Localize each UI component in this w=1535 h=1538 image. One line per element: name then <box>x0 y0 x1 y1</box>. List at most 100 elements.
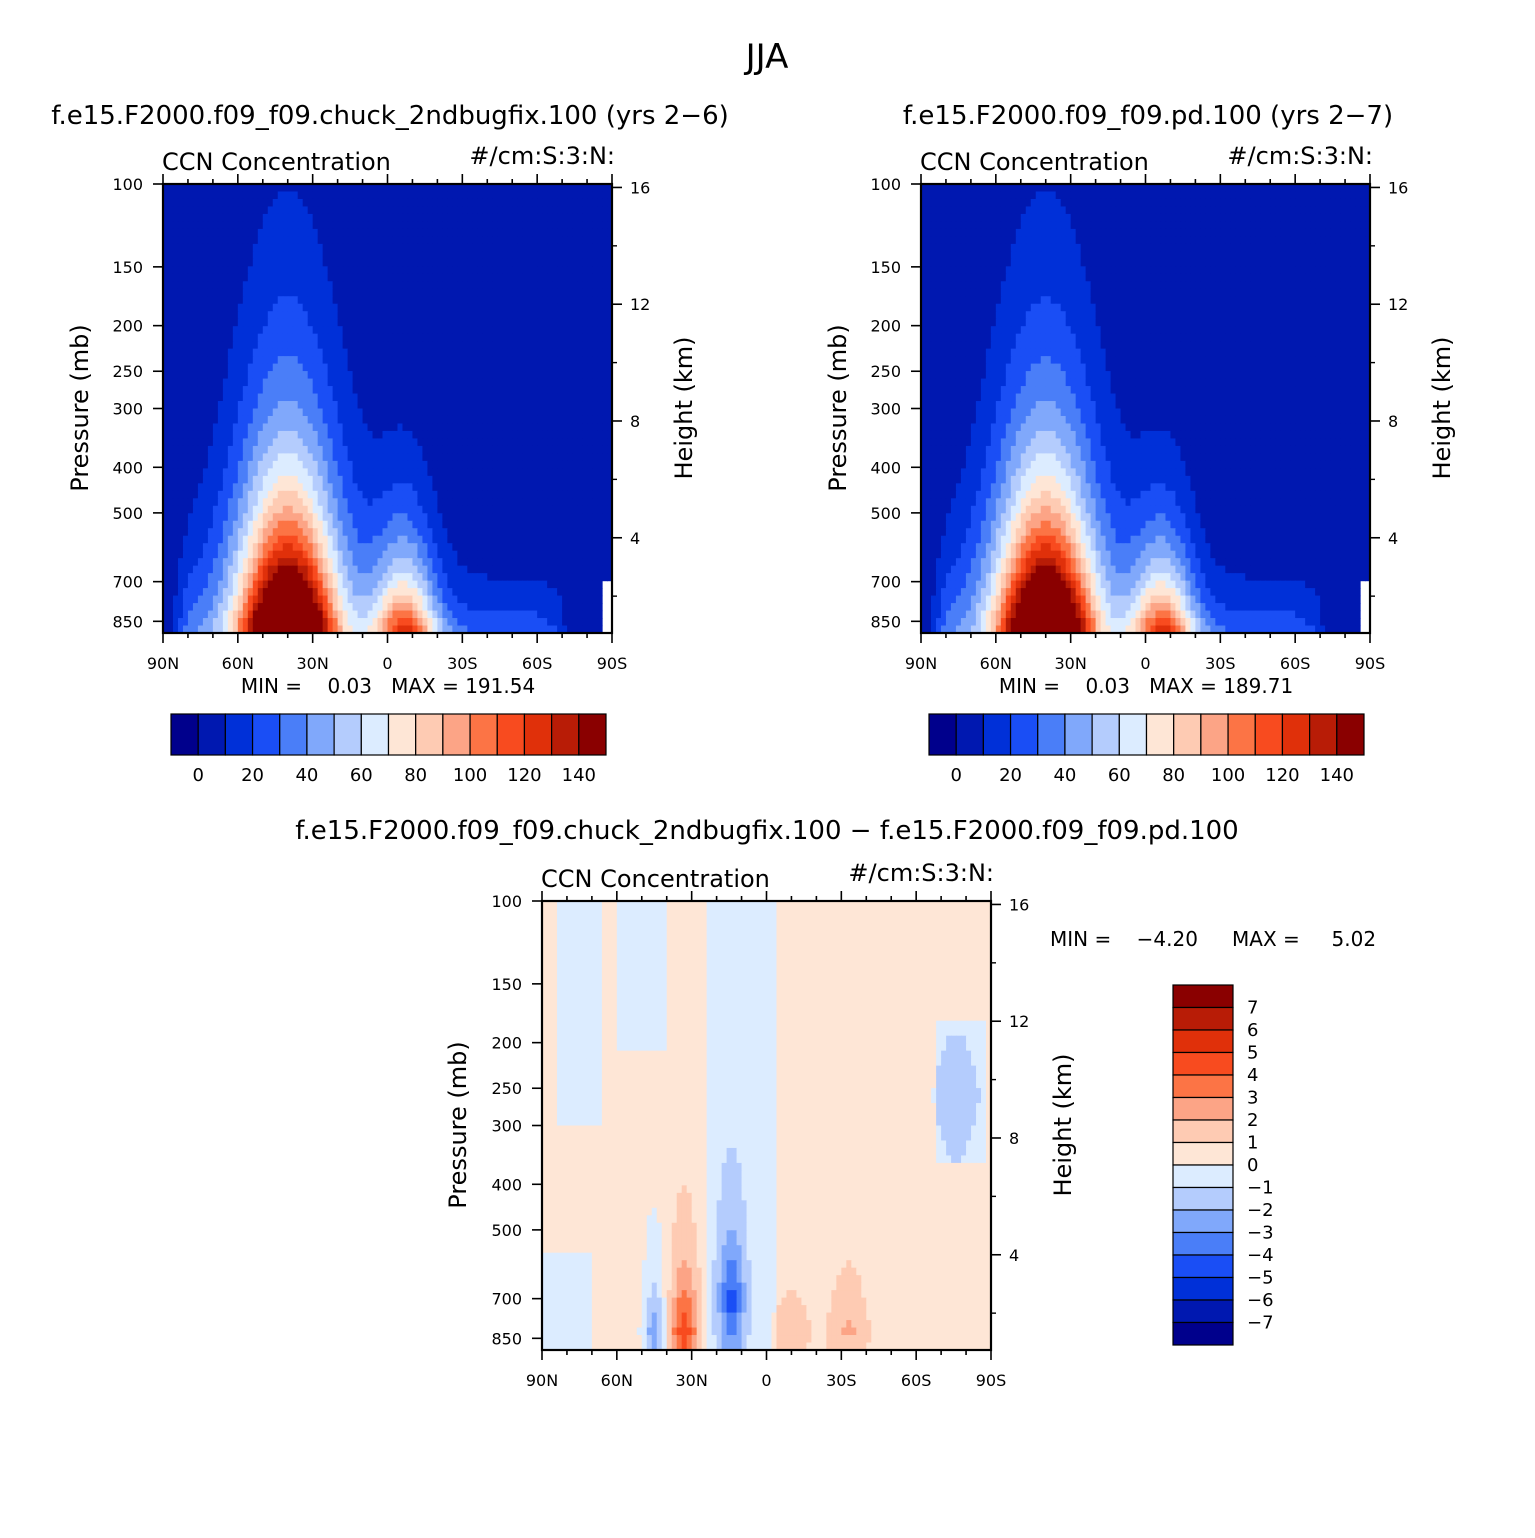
field-cell <box>268 379 274 387</box>
field-cell <box>273 498 279 506</box>
field-cell <box>597 386 603 394</box>
field-cell <box>168 386 174 394</box>
field-cell <box>547 521 553 529</box>
field-cell <box>417 206 423 214</box>
field-cell <box>338 476 344 484</box>
field-cell <box>223 266 229 274</box>
field-cell <box>502 266 508 274</box>
field-cell <box>522 581 528 589</box>
field-cell <box>452 573 458 581</box>
field-cell <box>168 214 174 222</box>
field-cell <box>482 536 488 544</box>
field-cell <box>298 251 304 259</box>
field-cell <box>402 438 408 446</box>
field-cell <box>502 401 508 409</box>
field-cell <box>253 551 259 559</box>
field-cell <box>577 588 583 596</box>
super-title: JJA <box>744 37 789 77</box>
field-cell <box>552 483 558 491</box>
field-cell <box>522 528 528 536</box>
field-cell <box>173 386 179 394</box>
field-cell <box>547 461 553 469</box>
field-cell <box>208 588 214 596</box>
field-cell <box>318 498 324 506</box>
field-cell <box>168 423 174 431</box>
field-cell <box>427 379 433 387</box>
field-cell <box>348 199 354 207</box>
field-cell <box>178 289 184 297</box>
field-cell <box>273 401 279 409</box>
field-cell <box>427 551 433 559</box>
field-cell <box>303 423 309 431</box>
field-cell <box>318 536 324 544</box>
field-cell <box>552 184 558 192</box>
field-cell <box>353 319 359 327</box>
field-cell <box>233 244 239 252</box>
field-cell <box>507 281 513 289</box>
field-cell <box>223 229 229 237</box>
field-cell <box>368 551 374 559</box>
field-cell <box>602 491 608 499</box>
field-cell <box>437 453 443 461</box>
field-cell <box>477 446 483 454</box>
field-cell <box>517 513 523 521</box>
field-cell <box>233 311 239 319</box>
field-cell <box>577 251 583 259</box>
field-cell <box>592 558 598 566</box>
field-cell <box>442 341 448 349</box>
field-cell <box>562 251 568 259</box>
field-cell <box>472 558 478 566</box>
field-cell <box>388 341 394 349</box>
field-cell <box>268 431 274 439</box>
field-cell <box>507 259 513 267</box>
field-cell <box>582 349 588 357</box>
field-cell <box>492 296 498 304</box>
field-cell <box>447 326 453 334</box>
field-cell <box>407 431 413 439</box>
field-cell <box>457 386 463 394</box>
field-cell <box>373 266 379 274</box>
field-cell <box>228 184 234 192</box>
field-cell <box>587 438 593 446</box>
field-cell <box>378 483 384 491</box>
field-cell <box>233 543 239 551</box>
field-cell <box>193 319 199 327</box>
field-cell <box>263 199 269 207</box>
field-cell <box>427 423 433 431</box>
field-cell <box>417 483 423 491</box>
field-cell <box>278 521 284 529</box>
field-cell <box>198 326 204 334</box>
field-cell <box>577 221 583 229</box>
field-cell <box>542 536 548 544</box>
field-cell <box>487 573 493 581</box>
field-cell <box>213 453 219 461</box>
field-cell <box>258 311 264 319</box>
field-cell <box>243 386 249 394</box>
field-cell <box>188 244 194 252</box>
field-cell <box>313 229 319 237</box>
field-cell <box>223 468 229 476</box>
field-cell <box>338 191 344 199</box>
field-cell <box>183 423 189 431</box>
field-cell <box>452 483 458 491</box>
field-cell <box>442 334 448 342</box>
field-cell <box>313 438 319 446</box>
field-cell <box>343 491 349 499</box>
field-cell <box>348 498 354 506</box>
field-cell <box>562 266 568 274</box>
field-cell <box>472 349 478 357</box>
field-cell <box>507 453 513 461</box>
field-cell <box>432 491 438 499</box>
field-cell <box>173 513 179 521</box>
field-cell <box>288 244 294 252</box>
field-cell <box>517 498 523 506</box>
field-cell <box>467 379 473 387</box>
field-cell <box>233 229 239 237</box>
field-cell <box>587 491 593 499</box>
field-cell <box>288 236 294 244</box>
field-cell <box>502 274 508 282</box>
field-cell <box>173 528 179 536</box>
field-cell <box>348 364 354 372</box>
field-cell <box>183 581 189 589</box>
field-cell <box>552 334 558 342</box>
